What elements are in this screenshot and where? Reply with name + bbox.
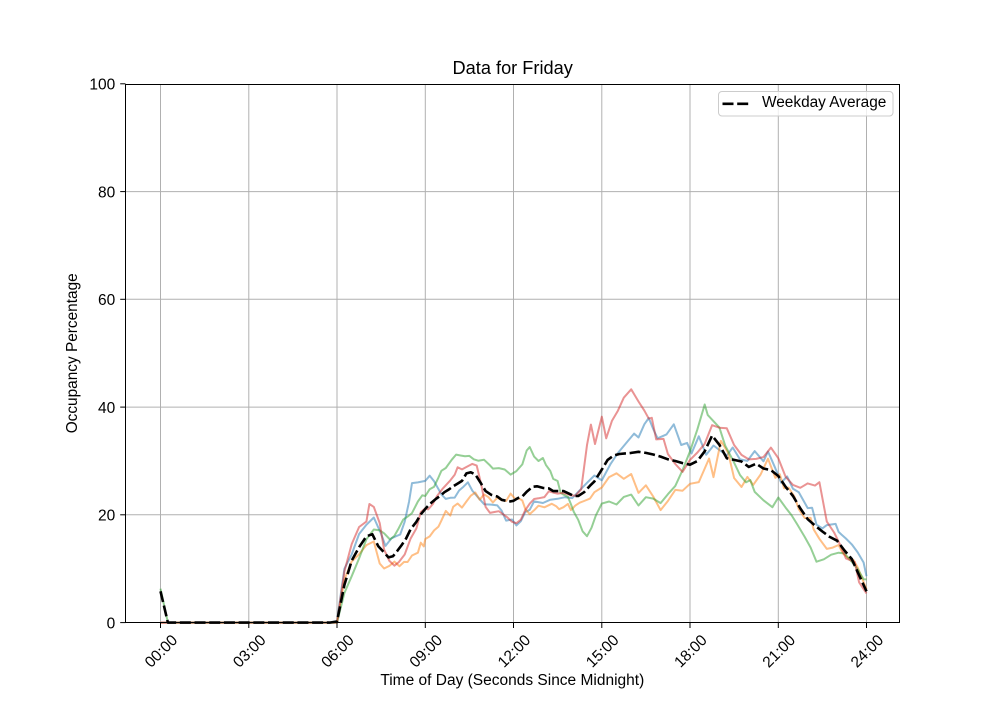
svg-text:Weekday Average: Weekday Average bbox=[762, 94, 886, 111]
svg-text:100: 100 bbox=[89, 77, 115, 94]
svg-text:80: 80 bbox=[98, 184, 116, 201]
svg-text:40: 40 bbox=[98, 400, 116, 417]
svg-text:0: 0 bbox=[107, 615, 116, 632]
svg-text:Occupancy Percentage: Occupancy Percentage bbox=[64, 273, 81, 433]
svg-text:Time of Day (Seconds Since Mid: Time of Day (Seconds Since Midnight) bbox=[380, 672, 644, 689]
svg-text:60: 60 bbox=[98, 292, 116, 309]
svg-text:20: 20 bbox=[98, 508, 116, 525]
svg-text:Data for Friday: Data for Friday bbox=[453, 58, 574, 78]
